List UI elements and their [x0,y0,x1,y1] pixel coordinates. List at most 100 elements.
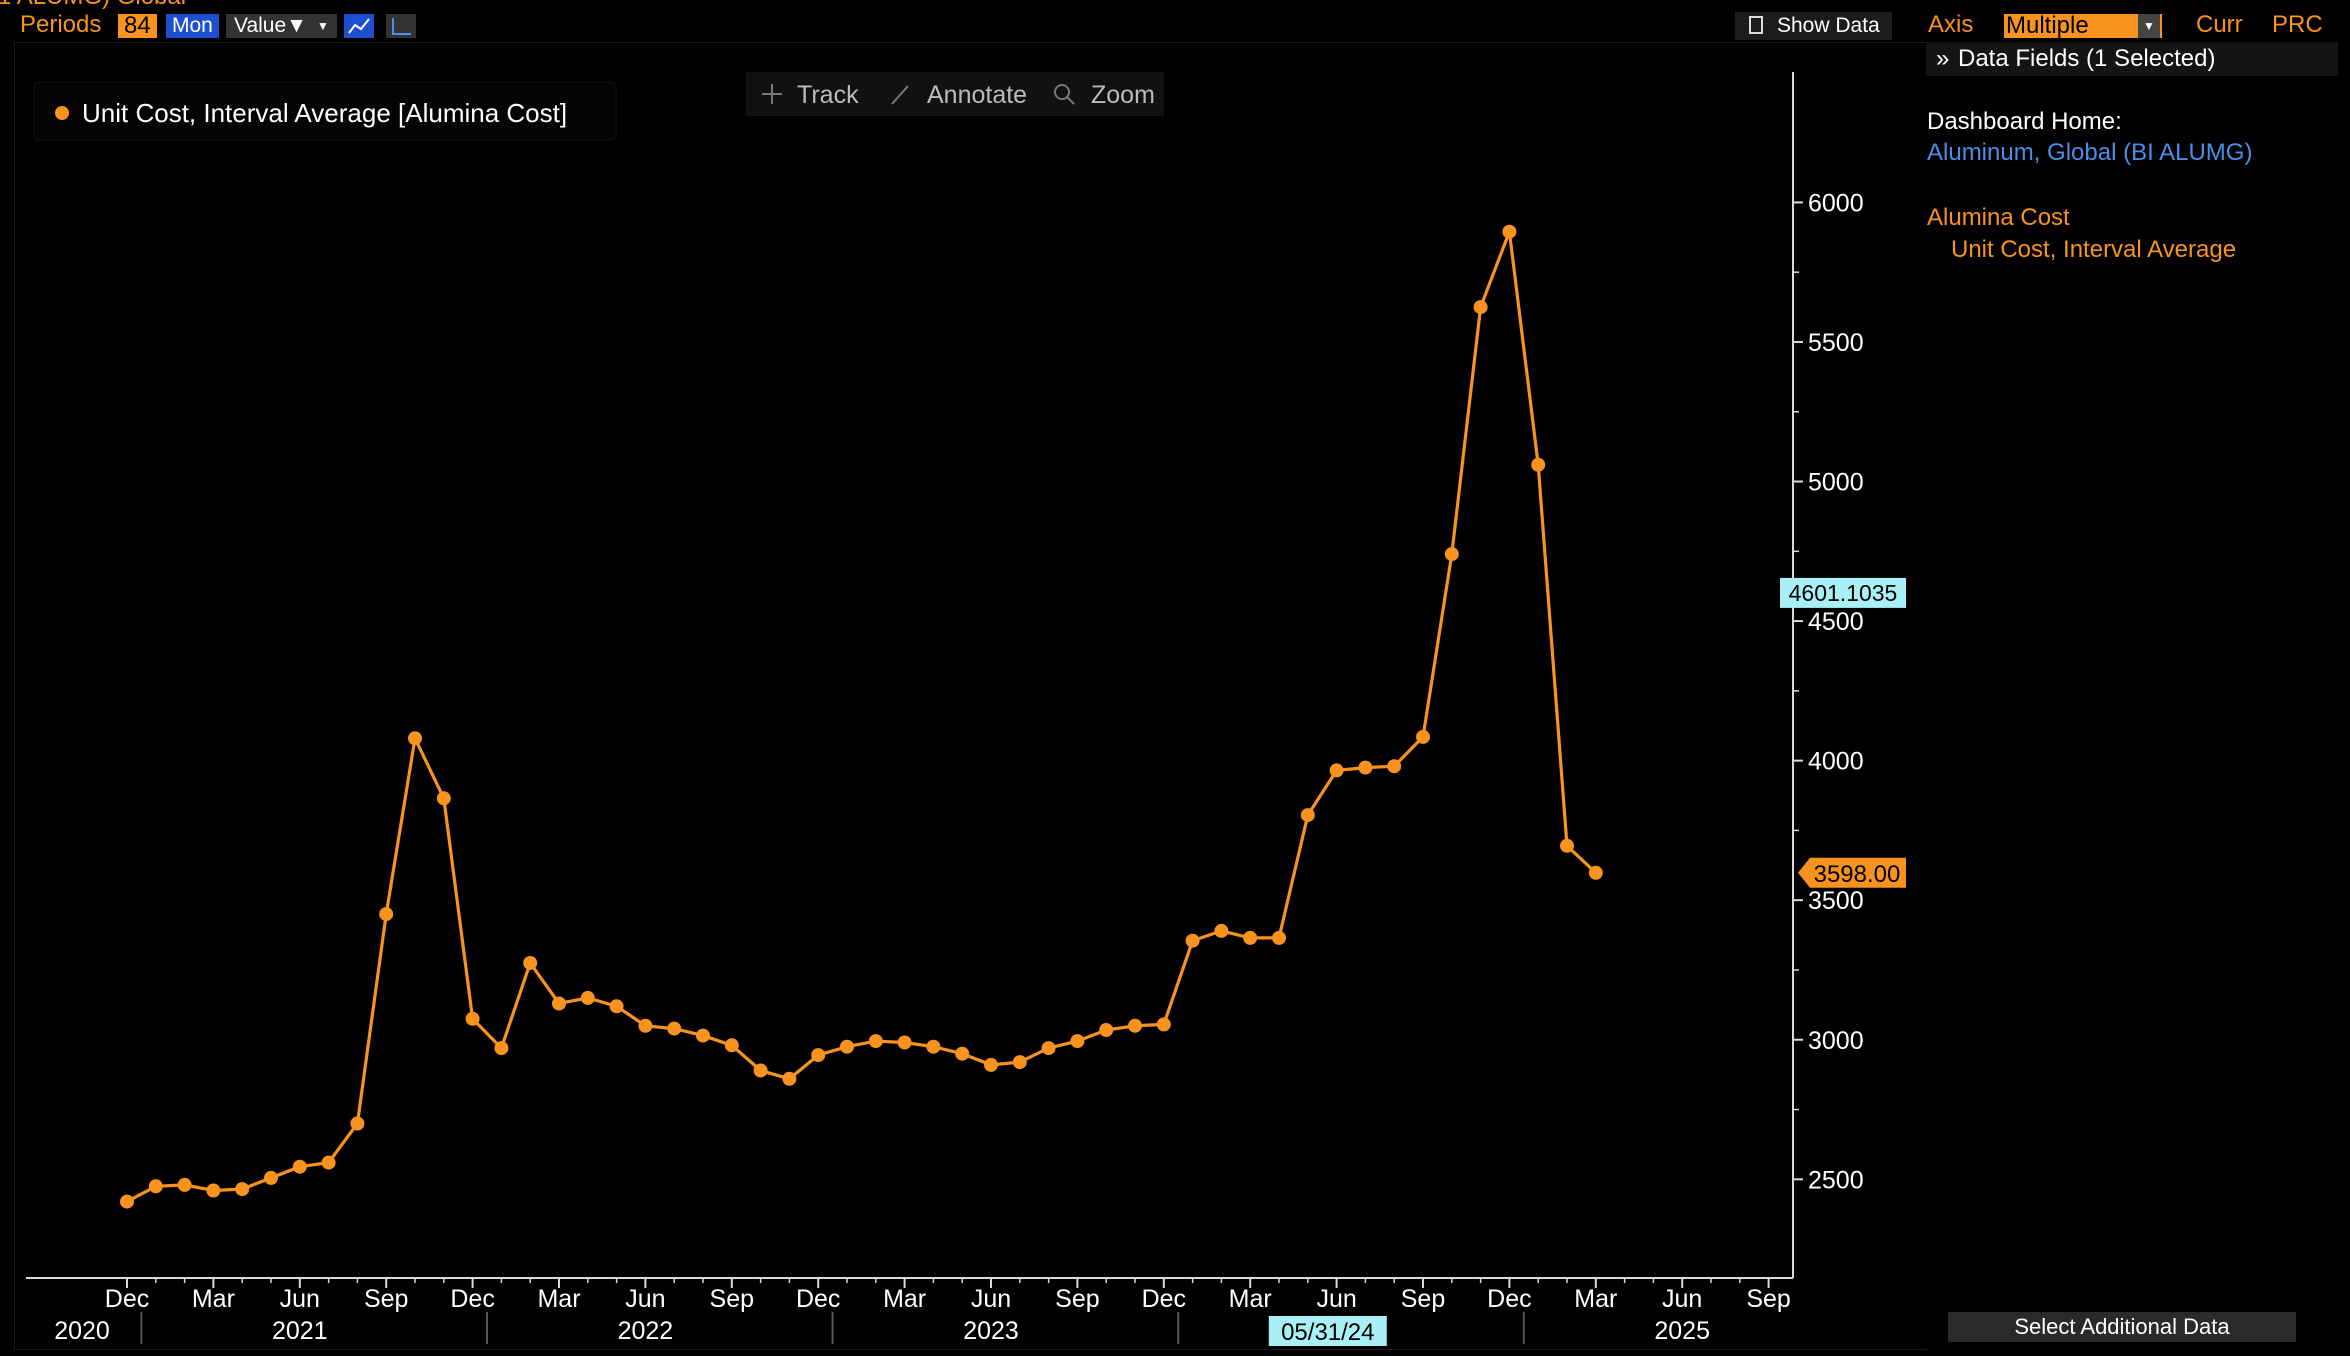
data-point[interactable] [1588,865,1603,880]
data-point[interactable] [753,1063,768,1078]
x-year-label: 2022 [618,1317,674,1345]
data-point[interactable] [667,1021,682,1036]
show-data-label: Show Data [1777,14,1880,37]
data-point[interactable] [609,999,624,1014]
periods-input[interactable]: 84 [118,14,157,38]
annotate-button[interactable]: Annotate [891,81,1027,109]
select-additional-data-button[interactable]: Select Additional Data [1948,1312,2296,1342]
data-point[interactable] [148,1179,163,1194]
data-point[interactable] [868,1034,883,1049]
data-point[interactable] [1012,1055,1027,1070]
data-point[interactable] [1300,808,1315,823]
zoom-button[interactable]: Zoom [1054,81,1155,109]
data-point[interactable] [1416,729,1430,744]
y-tick-label: 2500 [1808,1166,1864,1194]
data-point[interactable] [1502,224,1517,239]
data-point[interactable] [350,1116,365,1131]
line-chart-icon[interactable] [344,14,374,38]
chevron-down-icon: ▼ [317,19,329,33]
data-point[interactable] [523,956,538,970]
double-chevron-icon: » [1936,45,1950,72]
y-tick-label: 5500 [1808,329,1864,357]
data-point[interactable] [926,1039,941,1054]
data-point[interactable] [724,1038,739,1053]
field-name-label[interactable]: Unit Cost, Interval Average [1951,236,2237,263]
dashboard-label: Dashboard Home: [1927,108,2122,135]
data-point[interactable] [1560,838,1574,853]
chevron-down-icon[interactable]: ▼ [2138,14,2160,38]
pencil-icon [891,85,909,105]
data-point[interactable] [1243,930,1258,945]
data-point[interactable] [1041,1041,1056,1056]
data-point[interactable] [206,1183,221,1198]
data-point[interactable] [782,1071,797,1086]
data-fields-title: Data Fields (1 Selected) [1958,45,2216,72]
track-button[interactable]: Track [762,81,859,109]
data-fields-header[interactable]: » Data Fields (1 Selected) [1926,42,2338,76]
last-value-tag: 3598.00 [1798,857,1906,888]
data-point[interactable] [465,1011,480,1026]
frequency-selector[interactable]: Mon [166,14,219,38]
data-point[interactable] [494,1041,509,1056]
data-point[interactable] [552,996,566,1011]
data-point[interactable] [120,1194,134,1209]
data-point[interactable] [897,1035,912,1050]
x-tick-label: Jun [971,1285,1011,1313]
data-point[interactable] [264,1170,278,1185]
field-group-label[interactable]: Alumina Cost [1927,204,2070,231]
data-point[interactable] [1387,759,1402,774]
data-point[interactable] [638,1018,653,1033]
bar-chart-icon[interactable] [386,14,416,38]
currency-label[interactable]: Curr [2196,11,2243,38]
data-point[interactable] [1185,933,1200,948]
track-label: Track [797,81,859,109]
series-points [120,224,1603,1209]
data-point[interactable] [1531,457,1546,472]
data-point[interactable] [696,1028,710,1043]
axis-dropdown[interactable]: Multiple [2004,14,2162,38]
y-cursor-box [1780,577,1906,608]
data-point[interactable] [1156,1017,1171,1032]
data-point[interactable] [321,1155,336,1170]
y-axis: 2500 3000 3500 4000 4500 5000 5500 6000 [1793,189,1864,1194]
value-dropdown[interactable]: Value▼ ▼ [226,14,337,38]
periods-label: Periods [20,11,102,38]
x-tick-label: Jun [1316,1285,1356,1313]
data-point[interactable] [1099,1023,1114,1037]
currency-value[interactable]: PRC [2272,11,2323,38]
legend-marker [55,106,69,120]
data-point[interactable] [1214,923,1229,938]
data-point[interactable] [580,990,595,1005]
data-point[interactable] [955,1046,970,1061]
data-point[interactable] [1128,1018,1142,1033]
data-point[interactable] [984,1057,998,1072]
axis-dropdown-value: Multiple [2006,12,2089,39]
data-point[interactable] [1329,763,1344,778]
data-point[interactable] [436,791,451,806]
chart-tools: Track Annotate Zoom [746,72,1164,116]
data-point[interactable] [1444,547,1459,562]
data-point[interactable] [1473,300,1488,315]
data-point[interactable] [1358,760,1373,775]
data-point[interactable] [1070,1034,1085,1049]
last-value-label: 3598.00 [1814,861,1901,888]
data-point[interactable] [811,1048,826,1063]
data-point[interactable] [235,1182,250,1197]
clipped-title: 1 ALUMG) Global [0,0,186,10]
x-tick-label: Dec [796,1285,840,1313]
data-point[interactable] [1272,930,1286,945]
data-point[interactable] [379,907,394,922]
x-tick-label: Jun [625,1285,665,1313]
dashboard-link[interactable]: Aluminum, Global (BI ALUMG) [1927,139,2253,166]
x-year-label: 2025 [1654,1317,1710,1345]
data-point[interactable] [408,731,422,746]
x-tick-label: Dec [1142,1285,1186,1313]
x-year-label: 2023 [963,1317,1019,1345]
data-point[interactable] [840,1039,854,1054]
data-point[interactable] [292,1159,307,1174]
x-tick-label: Sep [1055,1285,1099,1313]
x-cursor-box [1268,1316,1387,1346]
show-data-button[interactable]: Show Data [1735,12,1892,40]
data-point[interactable] [177,1177,192,1192]
